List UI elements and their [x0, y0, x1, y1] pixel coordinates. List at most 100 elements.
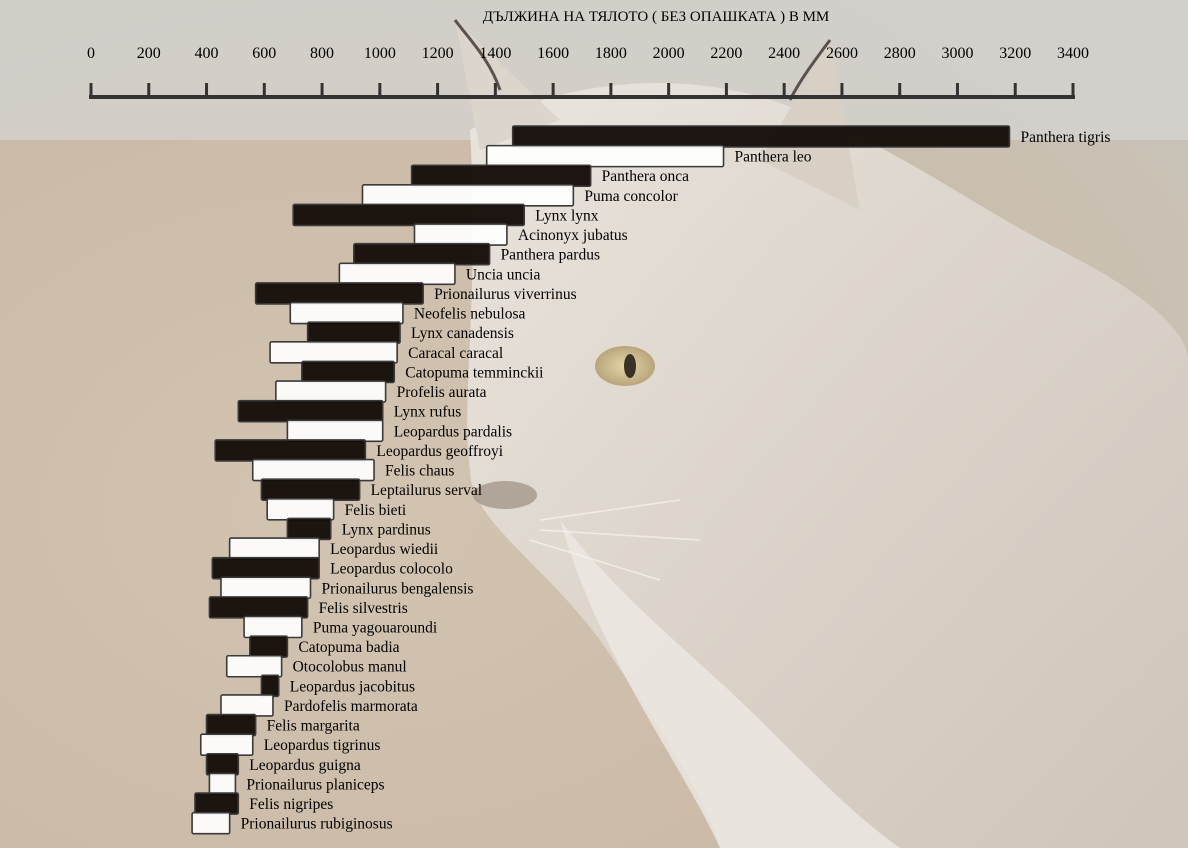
species-bar — [292, 203, 526, 227]
species-bar — [254, 282, 424, 305]
species-bar — [220, 694, 274, 717]
x-tick-label: 1000 — [364, 45, 396, 62]
species-bar-group: Leopardus guigna — [205, 753, 361, 776]
species-bar — [266, 497, 335, 521]
x-tick-label: 2000 — [653, 45, 685, 62]
lynx-ruff — [560, 520, 900, 848]
x-tick-label: 400 — [195, 45, 219, 62]
species-label: Otocolobus manul — [293, 659, 407, 676]
species-bar — [286, 517, 332, 541]
x-tick-label: 800 — [310, 45, 334, 62]
x-tick-label: 200 — [137, 45, 161, 62]
species-bar — [361, 184, 575, 207]
x-tick-label: 1400 — [479, 45, 511, 62]
species-bar-group: Prionailurus rubiginosus — [191, 811, 393, 835]
species-label: Prionailurus planiceps — [246, 776, 384, 793]
species-bar-group: Panthera onca — [410, 164, 689, 188]
species-bar-group: Leptailurus serval — [260, 478, 482, 501]
species-bar-group: Puma yagouaroundi — [243, 615, 438, 639]
species-bar — [249, 635, 289, 658]
x-tick-label: 1200 — [422, 45, 454, 62]
species-bar — [260, 478, 361, 501]
species-label: Panthera tigris — [1020, 129, 1110, 146]
species-bar-group: Puma concolor — [361, 184, 679, 207]
species-bar — [269, 341, 398, 364]
x-tick-label: 600 — [252, 45, 276, 62]
species-bar-group: Profelis aurata — [275, 380, 487, 403]
species-bar-group: Lynx pardinus — [286, 517, 431, 541]
species-bar-group: Caracal caracal — [269, 341, 503, 364]
species-bar — [413, 223, 508, 246]
species-bar — [243, 615, 303, 639]
species-bar — [211, 556, 320, 580]
species-bar-group: Panthera leo — [485, 144, 812, 168]
x-tick-label: 1800 — [595, 45, 627, 62]
species-bar — [286, 419, 384, 443]
species-bar-group: Felis nigripes — [194, 792, 333, 815]
species-label: Lynx pardinus — [342, 521, 431, 538]
species-label: Felis silvestris — [319, 600, 408, 617]
species-label: Prionailurus rubiginosus — [241, 816, 393, 833]
species-label: Leptailurus serval — [371, 482, 482, 499]
species-label: Felis nigripes — [249, 796, 333, 813]
species-label: Prionailurus viverrinus — [434, 286, 577, 303]
x-tick-label: 0 — [87, 45, 95, 62]
species-bar — [275, 380, 387, 403]
species-bar-group: Uncia uncia — [338, 262, 541, 286]
species-bar-group: Felis chaus — [251, 458, 454, 482]
species-label: Leopardus tigrinus — [264, 737, 381, 754]
lynx-ear-tuft-left — [453, 19, 502, 91]
species-bar-group: Panthera tigris — [511, 125, 1110, 148]
x-tick-label: 1600 — [537, 45, 569, 62]
species-bar-group: Prionailurus viverrinus — [254, 282, 577, 305]
species-bars: Panthera tigris Panthera leo Panthera onca… — [191, 125, 1110, 835]
species-bar — [338, 262, 456, 286]
species-label: Lynx canadensis — [411, 325, 514, 342]
x-tick-label: 2600 — [826, 45, 858, 62]
species-label: Prionailurus bengalensis — [322, 580, 474, 597]
species-label: Panthera pardus — [501, 247, 600, 264]
lynx-whiskers — [529, 499, 701, 581]
species-bar — [301, 360, 396, 384]
lynx-pupil — [624, 354, 636, 378]
species-label: Felis chaus — [385, 463, 454, 480]
species-bar-group: Acinonyx jubatus — [413, 223, 628, 246]
x-tick-label: 2200 — [710, 45, 742, 62]
species-bar-group: Pardofelis marmorata — [220, 694, 418, 717]
species-bar — [260, 674, 280, 698]
species-bar-group: Lynx lynx — [292, 203, 599, 227]
species-bar — [353, 242, 491, 266]
species-bar-group: Leopardus geoffroyi — [214, 439, 504, 462]
species-bar-group: Leopardus tigrinus — [199, 733, 381, 757]
species-label: Uncia uncia — [466, 266, 541, 283]
species-label: Panthera leo — [735, 149, 812, 166]
species-bar — [289, 301, 404, 325]
species-bar-group: Prionailurus bengalensis — [220, 576, 474, 600]
species-label: Lynx lynx — [535, 207, 599, 224]
species-bar-group: Prionailurus planiceps — [208, 772, 385, 796]
x-tick-label: 2400 — [768, 45, 800, 62]
species-label: Felis bieti — [345, 502, 407, 519]
lynx-ear-right — [760, 40, 860, 210]
species-label: Leopardus wiedii — [330, 541, 439, 558]
species-bar-group: Leopardus colocolo — [211, 556, 453, 580]
species-bar-group: Lynx canadensis — [306, 321, 514, 345]
species-bar-group: Panthera pardus — [353, 242, 600, 266]
species-bar — [194, 792, 240, 815]
species-bar — [306, 321, 401, 345]
species-label: Caracal caracal — [408, 345, 503, 362]
species-bar-group: Lynx rufus — [237, 399, 462, 423]
species-bar-group: Leopardus pardalis — [286, 419, 512, 443]
species-bar-group: Leopardus jacobitus — [260, 674, 415, 698]
x-tick-label: 2800 — [884, 45, 916, 62]
species-label: Lynx rufus — [394, 404, 462, 421]
species-bar-group: Leopardus wiedii — [228, 537, 439, 560]
species-label: Profelis aurata — [397, 384, 487, 401]
species-label: Leopardus guigna — [249, 757, 361, 774]
species-label: Pardofelis marmorata — [284, 698, 418, 715]
species-bar — [237, 399, 384, 423]
species-bar — [205, 713, 257, 737]
x-axis: 0 200 400 600 800 1000 1200 1400 1600 1800 2000 220… — [87, 45, 1089, 99]
species-label: Leopardus pardalis — [394, 423, 512, 440]
